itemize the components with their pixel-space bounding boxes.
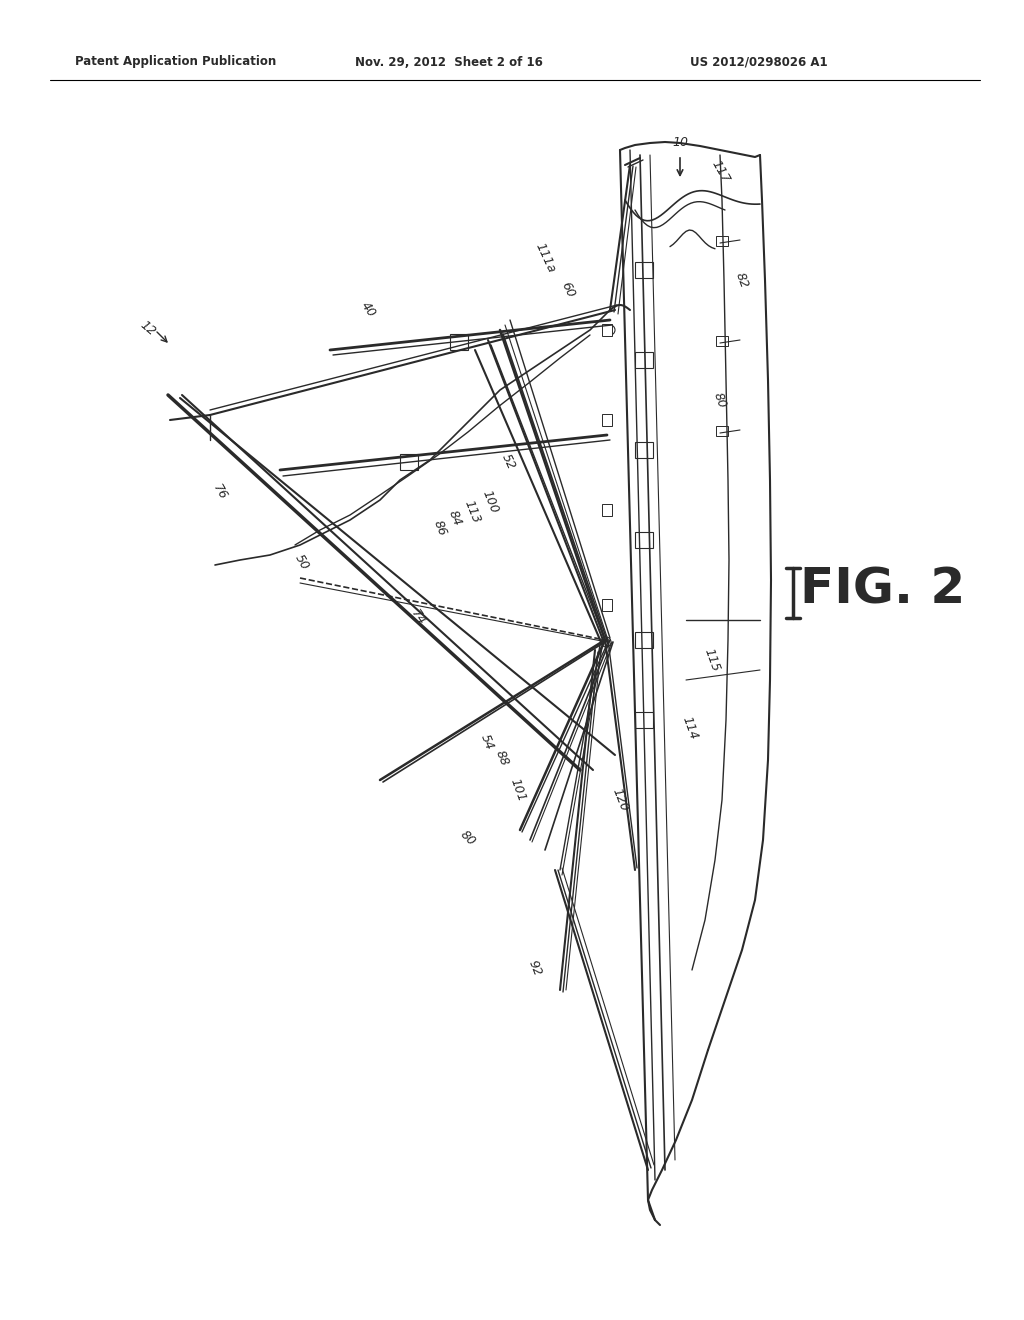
Text: US 2012/0298026 A1: US 2012/0298026 A1 <box>690 55 827 69</box>
Bar <box>635 352 653 368</box>
Text: 113: 113 <box>462 499 482 525</box>
Text: 88: 88 <box>493 748 511 768</box>
Text: 50: 50 <box>293 552 311 572</box>
Text: 100: 100 <box>479 488 501 516</box>
Bar <box>602 504 612 516</box>
Bar <box>450 334 468 350</box>
Text: 74: 74 <box>409 607 428 628</box>
Text: 10: 10 <box>672 136 688 149</box>
Bar <box>635 711 653 729</box>
Bar <box>635 532 653 548</box>
Text: 92: 92 <box>526 958 544 978</box>
Text: 86: 86 <box>431 519 449 537</box>
Text: Nov. 29, 2012  Sheet 2 of 16: Nov. 29, 2012 Sheet 2 of 16 <box>355 55 543 69</box>
Bar <box>400 454 418 470</box>
Text: FIG. 2: FIG. 2 <box>800 566 966 614</box>
Bar <box>635 632 653 648</box>
Text: 40: 40 <box>358 300 378 321</box>
Bar <box>716 337 728 346</box>
Text: 60: 60 <box>559 280 578 300</box>
Text: 12: 12 <box>137 318 159 338</box>
Text: 114: 114 <box>680 714 700 742</box>
Bar <box>602 599 612 611</box>
Bar <box>635 442 653 458</box>
Text: 52: 52 <box>499 451 517 473</box>
Text: 101: 101 <box>508 776 528 804</box>
Text: 84: 84 <box>446 508 464 528</box>
Text: 82: 82 <box>733 271 751 290</box>
Text: Patent Application Publication: Patent Application Publication <box>75 55 276 69</box>
Text: 120: 120 <box>609 787 631 813</box>
Bar <box>602 414 612 426</box>
Text: 54: 54 <box>478 733 496 752</box>
Text: 76: 76 <box>210 482 229 502</box>
Text: 80: 80 <box>711 391 729 409</box>
Text: 80: 80 <box>458 828 478 849</box>
Bar <box>716 426 728 436</box>
Text: 111a: 111a <box>532 242 558 275</box>
Bar <box>635 261 653 279</box>
Text: 115: 115 <box>701 647 722 673</box>
Text: 117: 117 <box>709 158 731 186</box>
Bar <box>716 236 728 246</box>
Bar <box>602 323 612 337</box>
